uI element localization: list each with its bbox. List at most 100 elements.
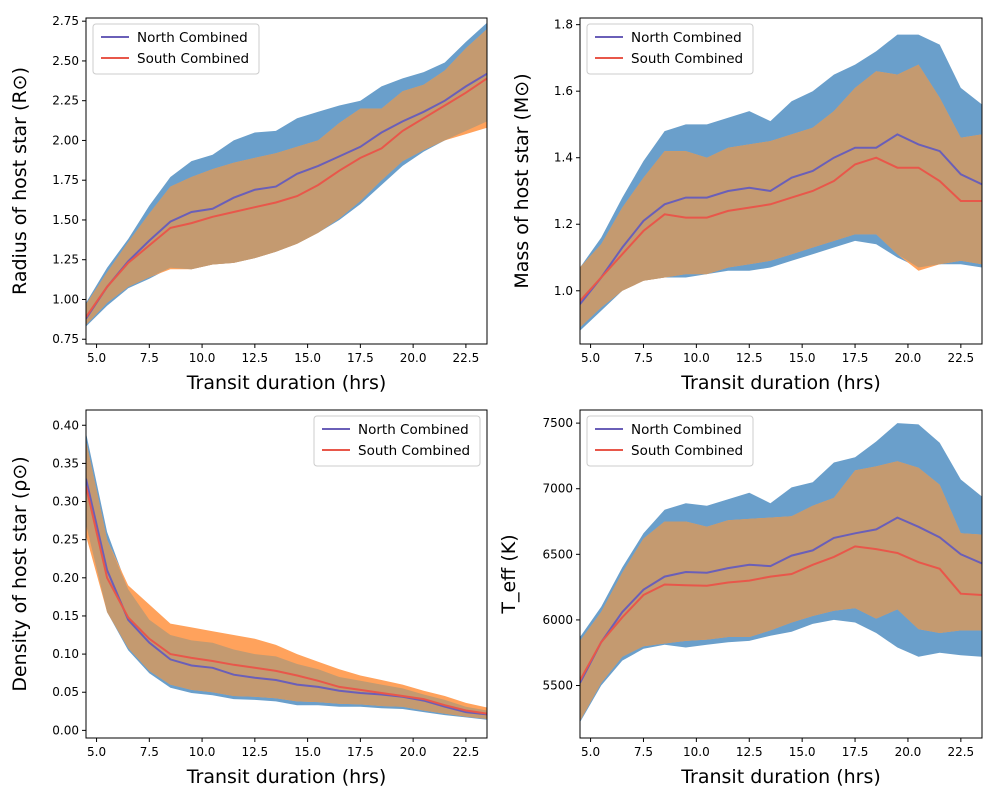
x-tick-label: 7.5: [634, 745, 653, 759]
legend-label-north: North Combined: [358, 422, 469, 438]
y-tick-label: 0.15: [52, 609, 79, 623]
legend-box: [92, 23, 260, 75]
legend-box: [313, 415, 481, 467]
south-combined-line: [86, 486, 487, 715]
y-tick-label: 6500: [542, 547, 573, 561]
x-tick-label: 15.0: [789, 351, 816, 365]
x-tick-label: 5.0: [581, 745, 600, 759]
legend-box: [586, 415, 754, 467]
y-tick-label: 0.10: [52, 647, 79, 661]
subplot-4: 5.0 7.5 10.0 12.5 15.0 17.5 20.0 22.5 5500 6000 65…: [498, 409, 983, 788]
legend-label-north: North Combined: [631, 30, 742, 46]
x-tick-label: 22.5: [947, 351, 974, 365]
x-tick-label: 17.5: [842, 351, 869, 365]
plot-area: [580, 423, 982, 723]
x-tick-label: 20.0: [895, 745, 922, 759]
axes-frame: [85, 409, 488, 739]
south-combined-line: [86, 77, 487, 318]
x-axis-label: Transit duration (hrs): [186, 372, 387, 394]
x-tick-label: 12.5: [241, 351, 268, 365]
y-tick-label: 0.75: [52, 332, 79, 346]
x-tick-label: 20.0: [400, 745, 427, 759]
y-tick-label: 1.0: [554, 284, 573, 298]
x-tick-label: 22.5: [947, 745, 974, 759]
y-tick-label: 0.40: [52, 418, 79, 432]
axes-frame: [85, 17, 488, 345]
x-tick-label: 17.5: [347, 745, 374, 759]
x-tick-label: 10.0: [189, 745, 216, 759]
north-combined-line: [580, 516, 982, 684]
x-axis-label: Transit duration (hrs): [186, 766, 387, 788]
legend-label-north: North Combined: [137, 30, 248, 46]
y-tick-label: 0.25: [52, 533, 79, 547]
y-tick-label: 1.75: [52, 173, 79, 187]
north-combined-line: [86, 72, 487, 320]
legend: North Combined South Combined: [586, 415, 754, 467]
north-combined-line: [580, 133, 982, 305]
y-tick-label: 0.35: [52, 456, 79, 470]
legend-label-north: North Combined: [631, 422, 742, 438]
x-tick-label: 17.5: [842, 745, 869, 759]
y-tick-label: 2.75: [52, 14, 79, 28]
y-tick-label: 5500: [542, 679, 573, 693]
plot-area: [580, 34, 982, 331]
x-axis-label: Transit duration (hrs): [680, 766, 881, 788]
x-tick-label: 22.5: [453, 745, 480, 759]
y-tick-label: 2.25: [52, 94, 79, 108]
y-tick-label: 7000: [542, 482, 573, 496]
x-tick-label: 20.0: [400, 351, 427, 365]
x-tick-label: 12.5: [736, 351, 763, 365]
y-tick-label: 0.30: [52, 495, 79, 509]
y-axis-label: Radius of host star (R⊙): [9, 67, 31, 295]
x-tick-label: 10.0: [189, 351, 216, 365]
x-tick-label: 15.0: [294, 745, 321, 759]
y-tick-label: 7500: [542, 416, 573, 430]
axes-frame: [579, 17, 983, 345]
y-axis-label: Mass of host star (M⊙): [511, 73, 533, 288]
y-tick-label: 1.50: [52, 213, 79, 227]
y-tick-label: 1.2: [554, 217, 573, 231]
legend: North Combined South Combined: [92, 23, 260, 75]
x-tick-label: 5.0: [87, 351, 106, 365]
subplot-1: 5.0 7.5 10.0 12.5 15.0 17.5 20.0 22.5 0.75 1.00 1.…: [9, 14, 488, 394]
x-tick-label: 5.0: [581, 351, 600, 365]
legend-label-south: South Combined: [631, 443, 743, 459]
x-tick-label: 15.0: [294, 351, 321, 365]
subplot-2: 5.0 7.5 10.0 12.5 15.0 17.5 20.0 22.5 1.0 1.2 1.4 1…: [511, 17, 983, 394]
legend-label-south: South Combined: [631, 51, 743, 67]
y-tick-label: 2.50: [52, 54, 79, 68]
x-tick-label: 7.5: [140, 745, 159, 759]
y-tick-label: 1.8: [554, 18, 573, 32]
y-tick-label: 0.05: [52, 685, 79, 699]
axes-frame: [579, 409, 983, 739]
plot-area: [86, 22, 487, 327]
x-tick-label: 20.0: [895, 351, 922, 365]
x-tick-label: 10.0: [683, 351, 710, 365]
x-tick-label: 12.5: [736, 745, 763, 759]
overlap-band: [580, 64, 982, 328]
legend-box: [586, 23, 754, 75]
subplot-3: 5.0 7.5 10.0 12.5 15.0 17.5 20.0 22.5 0.00 0.05 0.…: [9, 409, 488, 788]
overlap-band: [86, 440, 487, 719]
x-tick-label: 7.5: [634, 351, 653, 365]
x-tick-label: 15.0: [789, 745, 816, 759]
legend: North Combined South Combined: [586, 23, 754, 75]
x-axis-label: Transit duration (hrs): [680, 372, 881, 394]
x-tick-label: 10.0: [683, 745, 710, 759]
y-tick-label: 0.00: [52, 723, 79, 737]
y-axis-label: T_eff (K): [498, 534, 520, 614]
y-axis-label: Density of host star (ρ⊙): [9, 456, 31, 691]
x-tick-label: 5.0: [87, 745, 106, 759]
y-tick-label: 0.20: [52, 571, 79, 585]
legend-label-south: South Combined: [137, 51, 249, 67]
south-combined-line: [580, 156, 982, 302]
y-tick-label: 1.00: [52, 292, 79, 306]
x-tick-label: 22.5: [453, 351, 480, 365]
x-tick-label: 7.5: [140, 351, 159, 365]
y-tick-label: 6000: [542, 613, 573, 627]
legend: North Combined South Combined: [313, 415, 481, 467]
x-tick-label: 17.5: [347, 351, 374, 365]
south-combined-line: [580, 545, 982, 681]
north-combined-line: [86, 478, 487, 716]
